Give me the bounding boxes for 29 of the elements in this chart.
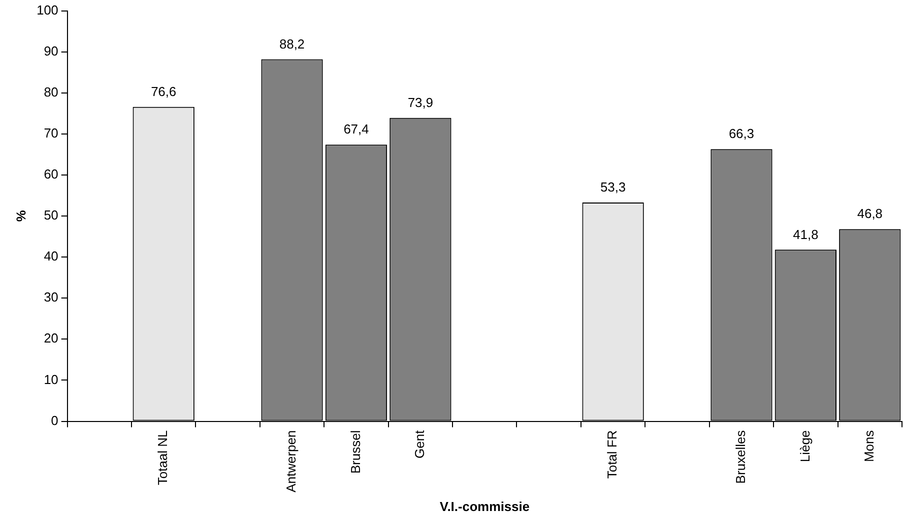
data-label: 66,3	[728, 126, 754, 142]
data-label: 73,9	[408, 95, 434, 110]
y-tick-label: 20	[44, 330, 58, 346]
data-label: 67,4	[344, 122, 369, 137]
y-tick-label: 70	[44, 126, 58, 141]
data-label: 76,6	[150, 84, 176, 99]
y-tick-label: 40	[44, 248, 58, 264]
data-label: 46,8	[857, 206, 883, 222]
y-tick-label: 50	[44, 208, 58, 223]
y-tick-label: 30	[44, 290, 58, 305]
x-tick-label: Total FR	[604, 430, 620, 479]
x-tick-label: Gent	[412, 430, 428, 458]
x-tick-label: Bruxelles	[733, 430, 748, 484]
data-label: 88,2	[279, 36, 305, 52]
y-tick-label: 100	[36, 2, 58, 18]
y-tick-label: 60	[44, 166, 58, 182]
y-tick-label: 10	[44, 372, 58, 387]
x-tick-label: Liège	[797, 430, 812, 462]
y-tick-label: 0	[51, 412, 58, 428]
x-tick-label: Antwerpen	[284, 430, 299, 492]
data-label: 41,8	[793, 226, 818, 242]
x-tick-label: Totaal NL	[155, 430, 170, 486]
x-tick-label: Brussel	[348, 430, 363, 474]
y-tick-label: 90	[44, 43, 58, 58]
data-label: 53,3	[600, 180, 626, 195]
x-axis-title: V.I.-commissie	[440, 498, 530, 514]
x-tick-label: Mons	[861, 430, 876, 462]
y-axis-title: %	[13, 210, 28, 222]
y-tick-label: 80	[44, 84, 58, 100]
